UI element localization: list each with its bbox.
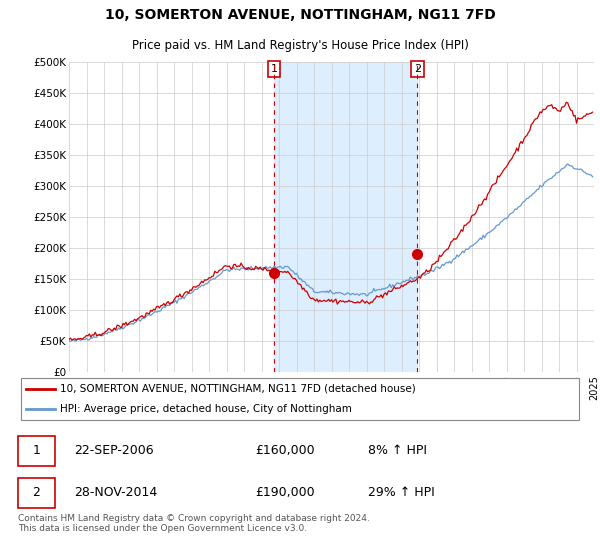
FancyBboxPatch shape <box>21 377 579 421</box>
Text: HPI: Average price, detached house, City of Nottingham: HPI: Average price, detached house, City… <box>60 404 352 414</box>
Text: 2: 2 <box>413 64 421 74</box>
Bar <box>274 62 417 372</box>
FancyBboxPatch shape <box>18 478 55 508</box>
FancyBboxPatch shape <box>18 436 55 466</box>
Text: 8% ↑ HPI: 8% ↑ HPI <box>368 444 427 458</box>
Text: 10, SOMERTON AVENUE, NOTTINGHAM, NG11 7FD: 10, SOMERTON AVENUE, NOTTINGHAM, NG11 7F… <box>104 8 496 22</box>
Text: 22-SEP-2006: 22-SEP-2006 <box>74 444 154 458</box>
Text: 28-NOV-2014: 28-NOV-2014 <box>74 486 158 500</box>
Text: 1: 1 <box>32 444 40 458</box>
Text: Price paid vs. HM Land Registry's House Price Index (HPI): Price paid vs. HM Land Registry's House … <box>131 39 469 52</box>
Text: 2: 2 <box>32 486 40 500</box>
Text: 10, SOMERTON AVENUE, NOTTINGHAM, NG11 7FD (detached house): 10, SOMERTON AVENUE, NOTTINGHAM, NG11 7F… <box>60 384 416 394</box>
Text: £160,000: £160,000 <box>255 444 314 458</box>
Text: 29% ↑ HPI: 29% ↑ HPI <box>368 486 434 500</box>
Text: 1: 1 <box>271 64 278 74</box>
Text: Contains HM Land Registry data © Crown copyright and database right 2024.
This d: Contains HM Land Registry data © Crown c… <box>18 514 370 533</box>
Text: £190,000: £190,000 <box>255 486 314 500</box>
